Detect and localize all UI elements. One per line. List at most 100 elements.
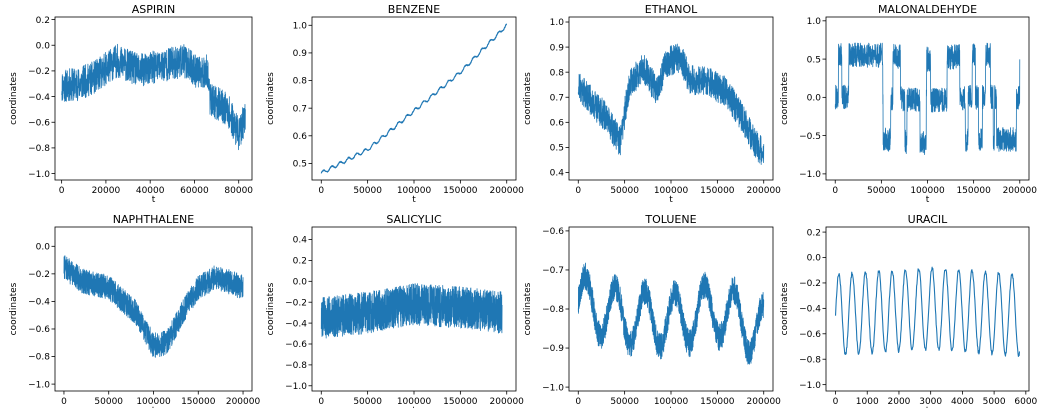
- y-axis-label: coordinates: [780, 72, 790, 125]
- subplot-salicylic: 0 50000 100000 150000 200000 −1.0 −0.8 −0.6 −0.4…: [266, 213, 524, 408]
- x-tick-label: 150000: [700, 397, 735, 407]
- series-line: [61, 43, 246, 151]
- y-tick-label: 0.5: [550, 144, 564, 154]
- y-tick-label: −1.0: [542, 383, 564, 393]
- x-tick-label: 0: [833, 397, 839, 407]
- x-tick-label: 50000: [353, 397, 382, 407]
- y-axis-label: coordinates: [780, 282, 790, 335]
- y-tick-label: −0.4: [28, 93, 50, 103]
- chart-title: BENZENE: [388, 3, 440, 16]
- y-tick-label: 0.2: [807, 228, 821, 238]
- y-tick-label: 0.8: [293, 77, 308, 87]
- subplot-naphthalene: 0 50000 100000 150000 200000 −1.0 −0.8 −0.6 −0.4…: [9, 213, 260, 408]
- x-tick-label: 0: [61, 397, 67, 407]
- y-tick-label: 0.5: [807, 55, 821, 65]
- x-tick-label: 0: [575, 397, 581, 407]
- chart-title: URACIL: [908, 213, 949, 226]
- x-tick-label: 150000: [181, 397, 216, 407]
- axes-frame: [311, 16, 517, 181]
- axes-frame: [54, 16, 253, 181]
- y-tick-label: 0.8: [550, 68, 565, 78]
- y-tick-label: −0.6: [799, 330, 821, 340]
- y-tick-label: 0.2: [293, 257, 307, 267]
- y-tick-label: 1.0: [550, 18, 565, 28]
- x-tick-label: 100000: [654, 186, 689, 196]
- y-tick-label: −0.4: [285, 319, 307, 329]
- y-tick-label: −0.8: [28, 144, 50, 154]
- x-axis-label: t: [412, 406, 416, 408]
- x-tick-label: 100000: [654, 397, 689, 407]
- chart-title: ASPIRIN: [132, 3, 176, 16]
- x-tick-label: 200000: [1003, 186, 1038, 196]
- x-axis-label: t: [926, 406, 930, 408]
- y-tick-label: −1.0: [799, 381, 821, 391]
- x-tick-label: 150000: [700, 186, 735, 196]
- y-tick-label: 0.9: [550, 43, 565, 53]
- y-tick-label: −1.0: [285, 382, 307, 392]
- y-axis-label: coordinates: [523, 72, 533, 125]
- y-tick-label: −0.4: [799, 305, 821, 315]
- x-tick-label: 20000: [92, 186, 121, 196]
- x-tick-label: 200000: [226, 397, 261, 407]
- y-tick-label: −0.6: [542, 227, 564, 237]
- x-tick-label: 200000: [747, 397, 782, 407]
- y-tick-label: −0.2: [28, 270, 50, 280]
- subplot-toluene: 0 50000 100000 150000 200000 −1.0 −0.9 −0.8 −0.7…: [523, 213, 781, 408]
- y-tick-label: 0.0: [36, 242, 51, 252]
- x-tick-label: 100000: [397, 186, 432, 196]
- x-tick-label: 50000: [610, 186, 639, 196]
- y-tick-label: 0.2: [36, 16, 50, 26]
- y-tick-label: −1.0: [799, 170, 821, 180]
- series-line: [320, 283, 503, 339]
- x-tick-label: 4000: [951, 397, 974, 407]
- x-tick-label: 150000: [443, 397, 478, 407]
- x-tick-label: 2000: [888, 397, 911, 407]
- y-tick-label: 1.0: [807, 17, 822, 27]
- x-tick-label: 150000: [443, 186, 478, 196]
- series-line: [63, 255, 244, 358]
- y-tick-label: −0.5: [799, 132, 821, 142]
- x-tick-label: 100000: [910, 186, 945, 196]
- y-axis-label: coordinates: [9, 72, 19, 125]
- y-tick-label: −0.6: [28, 118, 50, 128]
- x-tick-label: 200000: [490, 397, 525, 407]
- y-tick-label: 0.0: [807, 254, 822, 264]
- x-tick-label: 6000: [1014, 397, 1037, 407]
- x-tick-label: 100000: [136, 397, 171, 407]
- y-tick-label: −0.2: [285, 298, 307, 308]
- chart-title: ETHANOL: [645, 3, 698, 16]
- y-tick-label: −0.8: [542, 305, 564, 315]
- y-tick-label: −0.9: [542, 344, 564, 354]
- y-tick-label: −0.8: [285, 361, 307, 371]
- chart-title: SALICYLIC: [386, 213, 442, 226]
- x-tick-label: 0: [318, 397, 324, 407]
- series-line: [577, 43, 765, 165]
- y-tick-label: −0.8: [799, 355, 821, 365]
- x-axis-label: t: [152, 406, 156, 408]
- axes-frame: [568, 16, 774, 181]
- y-axis-label: coordinates: [266, 72, 276, 125]
- x-axis-label: t: [152, 195, 156, 205]
- subplot-uracil: 0 1000 2000 3000 4000 5000 6000 −1.0 −0.8 −0.6 −0.…: [780, 213, 1038, 408]
- x-tick-label: 40000: [136, 186, 165, 196]
- y-tick-label: 0.4: [293, 236, 308, 246]
- y-tick-label: −0.6: [285, 340, 307, 350]
- x-tick-label: 3000: [919, 397, 942, 407]
- x-axis-label: t: [412, 195, 416, 205]
- series-line: [834, 266, 1021, 357]
- x-tick-label: 0: [832, 186, 838, 196]
- x-tick-label: 50000: [94, 397, 123, 407]
- chart-title: NAPHTHALENE: [113, 213, 194, 226]
- y-tick-label: 0.0: [36, 41, 51, 51]
- x-tick-label: 0: [318, 186, 324, 196]
- y-tick-label: 0.7: [293, 104, 307, 114]
- x-axis-label: t: [669, 195, 673, 205]
- subplot-ethanol: 0 50000 100000 150000 200000 0.4 0.5 0.6 0.7 0.8 0…: [523, 3, 781, 205]
- y-tick-label: 0.6: [293, 132, 308, 142]
- x-tick-label: 150000: [956, 186, 991, 196]
- y-tick-label: −0.7: [542, 266, 564, 276]
- x-tick-label: 200000: [747, 186, 782, 196]
- chart-title: MALONALDEHYDE: [878, 3, 977, 16]
- y-axis-label: coordinates: [266, 282, 276, 335]
